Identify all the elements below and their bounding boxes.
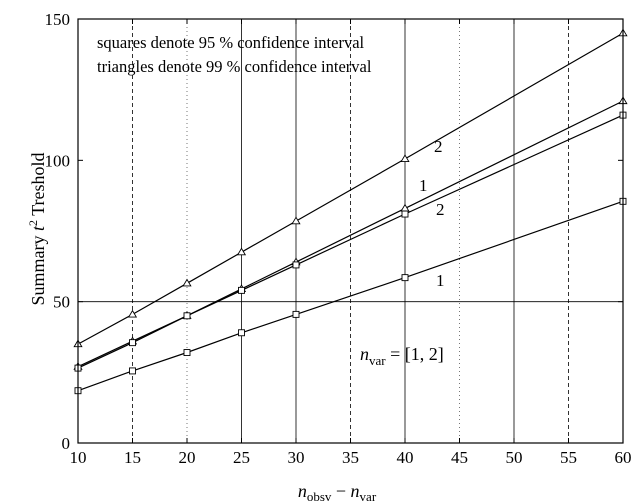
y-title-sup: 2 [26, 220, 40, 226]
square-marker [292, 261, 300, 269]
tick-group: 10 15 20 25 30 35 40 45 50 55 60 0 50 100 150 [45, 10, 632, 467]
square-marker [292, 310, 300, 318]
y-title-prefix: Summary [28, 231, 48, 306]
nvar-sub: var [369, 353, 386, 368]
x-tick-label: 25 [233, 448, 250, 467]
x-axis-title: nobsv − nvar [298, 481, 377, 503]
x-tick-label: 40 [397, 448, 414, 467]
x-tick-label: 10 [70, 448, 87, 467]
square-marker [129, 367, 136, 375]
curve-label-triangles-2: 2 [434, 137, 443, 156]
square-marker [238, 329, 245, 337]
x-tick-label: 35 [342, 448, 359, 467]
y-axis-title: Summary t2 Treshold [26, 152, 48, 305]
x-tick-label: 55 [560, 448, 577, 467]
curve-label-squares-1: 1 [436, 271, 445, 290]
x-title-sub2: var [360, 489, 377, 503]
x-tick-label: 50 [506, 448, 523, 467]
x-tick-label: 45 [451, 448, 468, 467]
square-marker [238, 286, 245, 294]
y-title-suffix: Treshold [28, 152, 48, 220]
square-marker [183, 349, 191, 356]
grid [78, 19, 624, 443]
squares-note: squares denote 95 % confidence interval [97, 33, 365, 52]
triangle-marker [400, 203, 410, 212]
x-tick-label: 15 [124, 448, 141, 467]
x-title-sub1: obsv [307, 489, 332, 503]
square-marker [183, 312, 191, 320]
triangle-marker [127, 309, 138, 318]
x-tick-label: 30 [288, 448, 305, 467]
x-tick-label: 20 [179, 448, 196, 467]
nvar-annotation: nvar = [1, 2] [360, 344, 444, 368]
triangles-note: triangles denote 99 % confidence interva… [97, 57, 372, 76]
y-title-t: t [28, 225, 48, 231]
x-title-minus: − [331, 481, 350, 501]
x-title-n1: n [298, 481, 307, 501]
curve-label-squares-2: 2 [436, 200, 445, 219]
curve-label-triangles-1: 1 [419, 176, 428, 195]
square-marker [129, 339, 136, 347]
x-title-n2: n [351, 481, 360, 501]
triangle-marker [291, 216, 301, 225]
square-marker [401, 210, 409, 218]
y-tick-label: 50 [53, 293, 70, 312]
y-tick-label: 100 [45, 151, 71, 170]
triangle-marker [182, 278, 192, 287]
x-tick-label: 60 [615, 448, 632, 467]
plot-frame [77, 18, 624, 444]
y-tick-label: 150 [45, 10, 71, 29]
nvar-value: = [1, 2] [386, 344, 444, 364]
triangle-marker [400, 154, 410, 163]
square-marker [401, 274, 409, 282]
y-tick-label: 0 [62, 434, 71, 453]
nvar-main: n [360, 344, 369, 364]
triangle-marker [236, 247, 247, 256]
